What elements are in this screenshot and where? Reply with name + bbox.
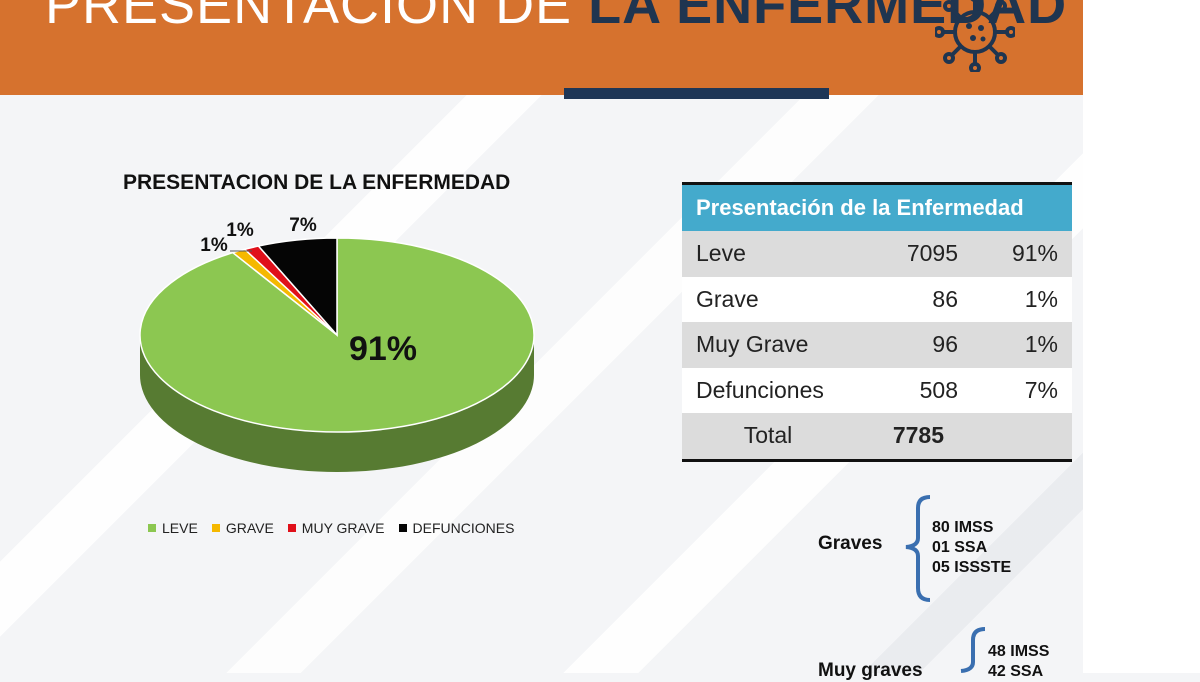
pie-data-label-muy-grave: 1% <box>226 220 254 241</box>
row-percent: 1% <box>1024 285 1058 312</box>
row-count: 86 <box>932 285 958 312</box>
page-title-light: PRESENTACION DE <box>45 0 589 35</box>
background-panel <box>1083 0 1200 673</box>
legend-item-defunciones: DEFUNCIONES <box>398 520 515 536</box>
row-count: 7095 <box>906 240 958 267</box>
legend-item-grave: GRAVE <box>211 520 274 536</box>
graves-label: Graves <box>818 533 883 554</box>
graves-item: 01 SSA <box>932 539 988 556</box>
table-row: Muy Grave 96 1% <box>682 322 1072 368</box>
pie-slice-defunciones <box>257 237 338 337</box>
graves-item: 80 IMSS <box>932 519 994 536</box>
row-percent: 91% <box>1011 240 1058 267</box>
row-percent: 7% <box>1024 376 1058 403</box>
muy-graves-item: 48 IMSS <box>988 643 1050 660</box>
total-value: 7785 <box>892 422 944 449</box>
chart-legend: LEVE GRAVE MUY GRAVE DEFUNCIONES <box>148 520 514 536</box>
pie-data-label-grave: 1% <box>200 235 228 256</box>
legend-swatch-leve <box>148 524 156 532</box>
legend-label-grave: GRAVE <box>225 520 274 536</box>
row-label: Defunciones <box>696 376 824 403</box>
legend-label-leve: LEVE <box>162 520 198 536</box>
muy-graves-label: Muy graves <box>818 660 923 681</box>
row-label: Grave <box>696 285 759 312</box>
page-title: PRESENTACION DE LA ENFERMEDAD <box>45 0 1067 36</box>
chart-title: PRESENTACION DE LA ENFERMEDAD <box>123 171 511 194</box>
row-count: 96 <box>932 331 958 358</box>
row-label: Muy Grave <box>696 331 809 358</box>
legend-swatch-grave <box>211 524 220 532</box>
table-row: Grave 86 1% <box>682 276 1072 322</box>
table-header: Presentación de la Enfermedad <box>682 185 1072 231</box>
graves-items: 80 IMSS 01 SSA 05 ISSSTE <box>932 518 1011 578</box>
graves-item: 05 ISSSTE <box>932 559 1012 576</box>
row-percent: 1% <box>1024 331 1058 358</box>
muy-graves-item: 42 SSA <box>988 663 1044 680</box>
table-row: Defunciones 508 7% <box>682 367 1072 413</box>
total-label: Total <box>743 422 793 449</box>
header-banner: PRESENTACION DE LA ENFERMEDAD <box>0 0 1083 95</box>
banner-underline <box>564 88 829 99</box>
legend-item-leve: LEVE <box>148 520 198 536</box>
graves-bracket <box>905 495 931 602</box>
muy-graves-bracket <box>960 627 986 673</box>
legend-label-defunciones: DEFUNCIONES <box>412 520 515 536</box>
row-label: Leve <box>696 240 746 267</box>
pie-data-label-defunciones: 7% <box>289 215 317 236</box>
legend-swatch-defunciones <box>398 524 407 532</box>
legend-label-muy-grave: MUY GRAVE <box>301 520 385 536</box>
row-count: 508 <box>919 376 958 403</box>
legend-swatch-muy-grave <box>287 524 296 532</box>
pie-side-leve <box>140 335 534 472</box>
table-row: Leve 7095 91% <box>682 231 1072 277</box>
table-total-row: Total 7785 <box>682 413 1072 459</box>
summary-table: Presentación de la Enfermedad Leve 7095 … <box>682 182 1072 462</box>
pie-data-label-leve: 91% <box>349 330 417 368</box>
legend-item-muy-grave: MUY GRAVE <box>287 520 385 536</box>
muy-graves-items: 48 IMSS 42 SSA <box>988 642 1049 682</box>
virus-icon <box>935 0 1015 72</box>
